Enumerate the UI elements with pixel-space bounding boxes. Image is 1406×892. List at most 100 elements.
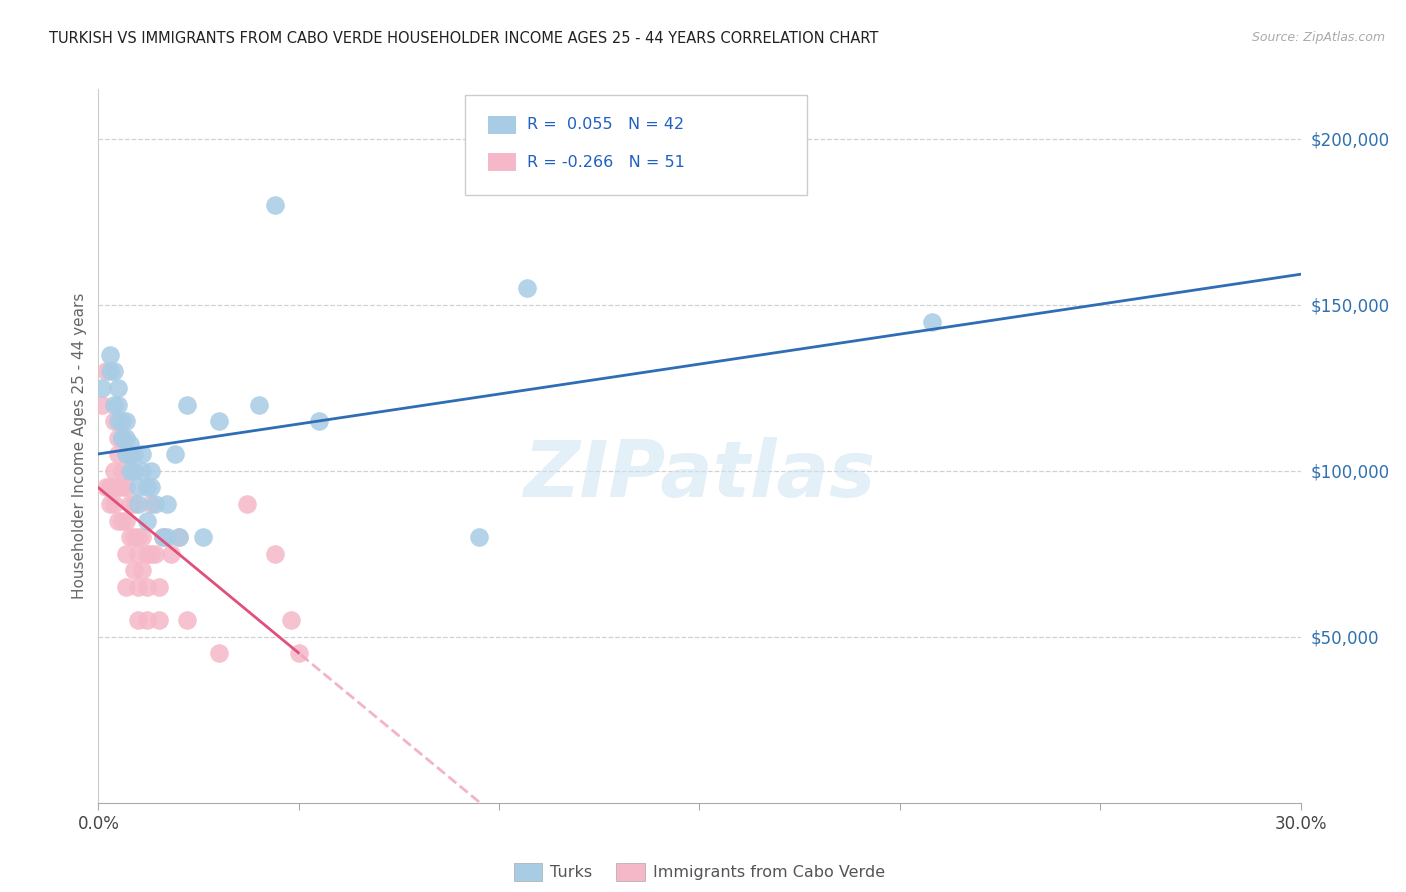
Point [115,547,138,561]
Point [308,414,330,428]
Point [91,397,114,411]
Point [107,381,129,395]
Point [167,530,190,544]
Point [148,613,170,627]
Point [135,580,157,594]
Point [107,397,129,411]
Point [107,447,129,461]
Point [128,497,150,511]
Point [100,481,122,495]
Point [128,530,150,544]
Text: Source: ZipAtlas.com: Source: ZipAtlas.com [1251,31,1385,45]
Point [115,414,138,428]
Point [128,481,150,495]
Point [111,431,134,445]
Point [124,464,146,478]
Point [124,447,146,461]
Point [152,530,174,544]
Point [921,314,943,328]
Point [120,530,142,544]
Point [131,447,153,461]
Point [111,414,134,428]
Point [124,564,146,578]
Point [208,414,231,428]
Point [107,414,129,428]
Text: TURKISH VS IMMIGRANTS FROM CABO VERDE HOUSEHOLDER INCOME AGES 25 - 44 YEARS CORR: TURKISH VS IMMIGRANTS FROM CABO VERDE HO… [49,31,879,46]
Point [263,198,285,212]
Text: R = -0.266   N = 51: R = -0.266 N = 51 [527,155,685,169]
Point [120,464,142,478]
Point [124,497,146,511]
Point [128,580,150,594]
Point [176,613,198,627]
Point [288,647,311,661]
Point [96,364,118,378]
Point [191,530,214,544]
Point [139,481,162,495]
Point [120,447,142,461]
Text: R =  0.055   N = 42: R = 0.055 N = 42 [527,118,685,132]
Point [115,431,138,445]
Point [135,613,157,627]
Point [115,447,138,461]
Point [167,530,190,544]
Point [152,530,174,544]
Point [111,431,134,445]
Point [143,497,166,511]
Point [155,497,177,511]
Point [115,514,138,528]
Point [103,497,125,511]
Point [247,397,270,411]
Point [280,613,302,627]
Point [128,547,150,561]
Point [100,497,122,511]
Point [139,547,162,561]
Point [159,547,181,561]
Point [111,481,134,495]
Point [103,397,125,411]
Point [107,481,129,495]
Point [128,613,150,627]
Point [208,647,231,661]
Point [176,397,198,411]
Point [263,547,285,561]
Point [131,564,153,578]
Point [107,514,129,528]
Point [115,447,138,461]
Point [139,464,162,478]
Text: ZIPatlas: ZIPatlas [523,436,876,513]
Point [91,381,114,395]
Point [115,580,138,594]
Point [235,497,257,511]
Point [516,281,538,295]
Point [103,414,125,428]
Point [100,481,122,495]
Point [155,530,177,544]
Point [468,530,491,544]
Point [100,364,122,378]
Point [111,464,134,478]
Point [148,580,170,594]
Point [135,514,157,528]
Point [124,530,146,544]
Point [120,497,142,511]
Point [143,547,166,561]
Point [103,364,125,378]
Point [100,348,122,362]
Point [103,464,125,478]
Y-axis label: Householder Income Ages 25 - 44 years: Householder Income Ages 25 - 44 years [72,293,87,599]
Point [135,481,157,495]
Point [131,464,153,478]
Point [139,497,162,511]
Point [120,447,142,461]
Point [107,431,129,445]
Point [163,447,186,461]
Point [115,481,138,495]
Point [96,481,118,495]
Point [135,547,157,561]
Legend: Turks, Immigrants from Cabo Verde: Turks, Immigrants from Cabo Verde [508,856,891,888]
Point [120,437,142,451]
Point [131,530,153,544]
Point [111,431,134,445]
Point [111,514,134,528]
